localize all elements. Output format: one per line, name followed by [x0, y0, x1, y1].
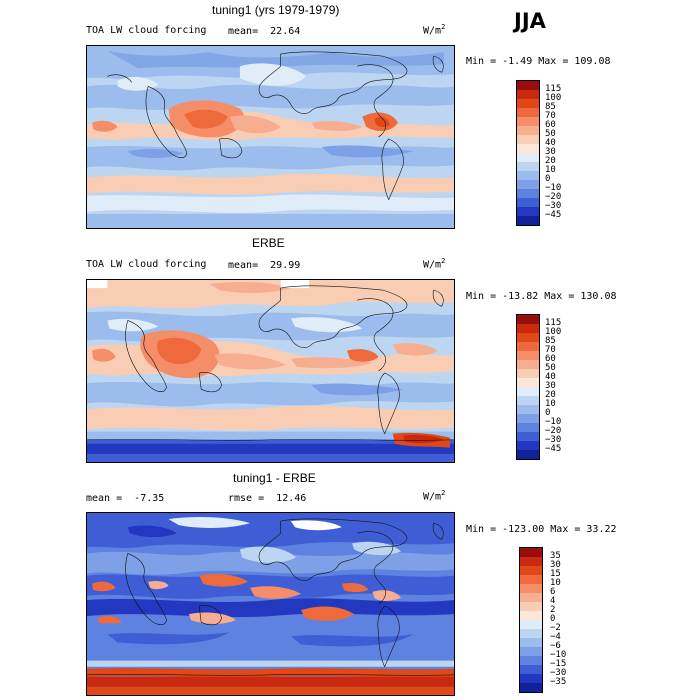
panel2-units: W/m2	[423, 257, 446, 271]
panel2-tick: 30	[545, 381, 556, 391]
panel1-tick: 40	[545, 138, 556, 148]
panel1-tick: 10	[545, 165, 556, 175]
panel1-tick: −30	[545, 201, 562, 211]
panel3-tick: −6	[550, 641, 561, 651]
panel3-tick: 10	[550, 578, 561, 588]
panel2-tick: 115	[545, 318, 562, 328]
panel1-tick: 60	[545, 120, 556, 130]
panel3-tick: −2	[550, 623, 561, 633]
panel3-tick: 15	[550, 569, 561, 579]
panel1-map	[86, 45, 455, 229]
panel3-min-max: Min = -123.00 Max = 33.22	[466, 524, 617, 535]
panel1-tick: −20	[545, 192, 562, 202]
panel2-title: ERBE	[252, 236, 285, 250]
panel3-tick: −30	[550, 668, 567, 678]
panel3-tick: −4	[550, 632, 561, 642]
panel2-tick: 50	[545, 363, 556, 373]
panel1-min-max: Min = -1.49 Max = 109.08	[466, 56, 611, 67]
panel3-tick: −35	[550, 677, 567, 687]
panel1-tick: −10	[545, 183, 562, 193]
panel1-units: W/m2	[423, 23, 446, 37]
panel2-tick: −10	[545, 417, 562, 427]
panel1-tick: 115	[545, 84, 562, 94]
panel3-tick: −15	[550, 659, 567, 669]
panel1-tick: −45	[545, 210, 562, 220]
panel3-tick: −10	[550, 650, 567, 660]
panel1-colorbar	[516, 80, 540, 226]
panel2-colorbar	[516, 314, 540, 460]
panel2-tick: −30	[545, 435, 562, 445]
panel2-tick: 60	[545, 354, 556, 364]
panel2-variable-label: TOA LW cloud forcing	[86, 259, 207, 270]
panel2-contour-field	[87, 280, 454, 462]
panel2-tick: −45	[545, 444, 562, 454]
panel1-mean: mean= 22.64	[228, 26, 301, 37]
panel1-tick: 100	[545, 93, 562, 103]
panel3-tick: 30	[550, 560, 561, 570]
panel2-tick: 70	[545, 345, 556, 355]
panel3-tick: 35	[550, 551, 561, 561]
panel3-rmse: rmse = 12.46	[228, 493, 307, 504]
panel2-mean: mean= 29.99	[228, 260, 301, 271]
panel3-contour-field	[87, 513, 454, 695]
panel1-tick: 50	[545, 129, 556, 139]
panel3-map	[86, 512, 455, 696]
season-label: JJA	[514, 9, 546, 33]
panel2-tick: 100	[545, 327, 562, 337]
panel3-title: tuning1 - ERBE	[233, 471, 316, 485]
panel1-tick: 0	[545, 174, 551, 184]
panel1-tick: 20	[545, 156, 556, 166]
panel1-title: tuning1 (yrs 1979-1979)	[212, 3, 340, 17]
panel3-tick: 4	[550, 596, 556, 606]
panel3-tick: 6	[550, 587, 556, 597]
panel3-colorbar	[519, 547, 543, 693]
panel2-tick: 0	[545, 408, 551, 418]
panel1-tick: 70	[545, 111, 556, 121]
panel2-tick: 20	[545, 390, 556, 400]
panel1-variable-label: TOA LW cloud forcing	[86, 25, 207, 36]
panel3-tick: 0	[550, 614, 556, 624]
panel2-min-max: Min = -13.82 Max = 130.08	[466, 291, 617, 302]
panel3-mean: mean = -7.35	[86, 493, 165, 504]
panel2-tick: 40	[545, 372, 556, 382]
panel3-tick: 2	[550, 605, 556, 615]
panel2-tick: 10	[545, 399, 556, 409]
panel2-tick: 85	[545, 336, 556, 346]
panel1-tick: 30	[545, 147, 556, 157]
panel1-contour-field	[87, 46, 454, 228]
panel1-tick: 85	[545, 102, 556, 112]
panel2-tick: −20	[545, 426, 562, 436]
panel2-map	[86, 279, 455, 463]
panel3-units: W/m2	[423, 489, 446, 503]
